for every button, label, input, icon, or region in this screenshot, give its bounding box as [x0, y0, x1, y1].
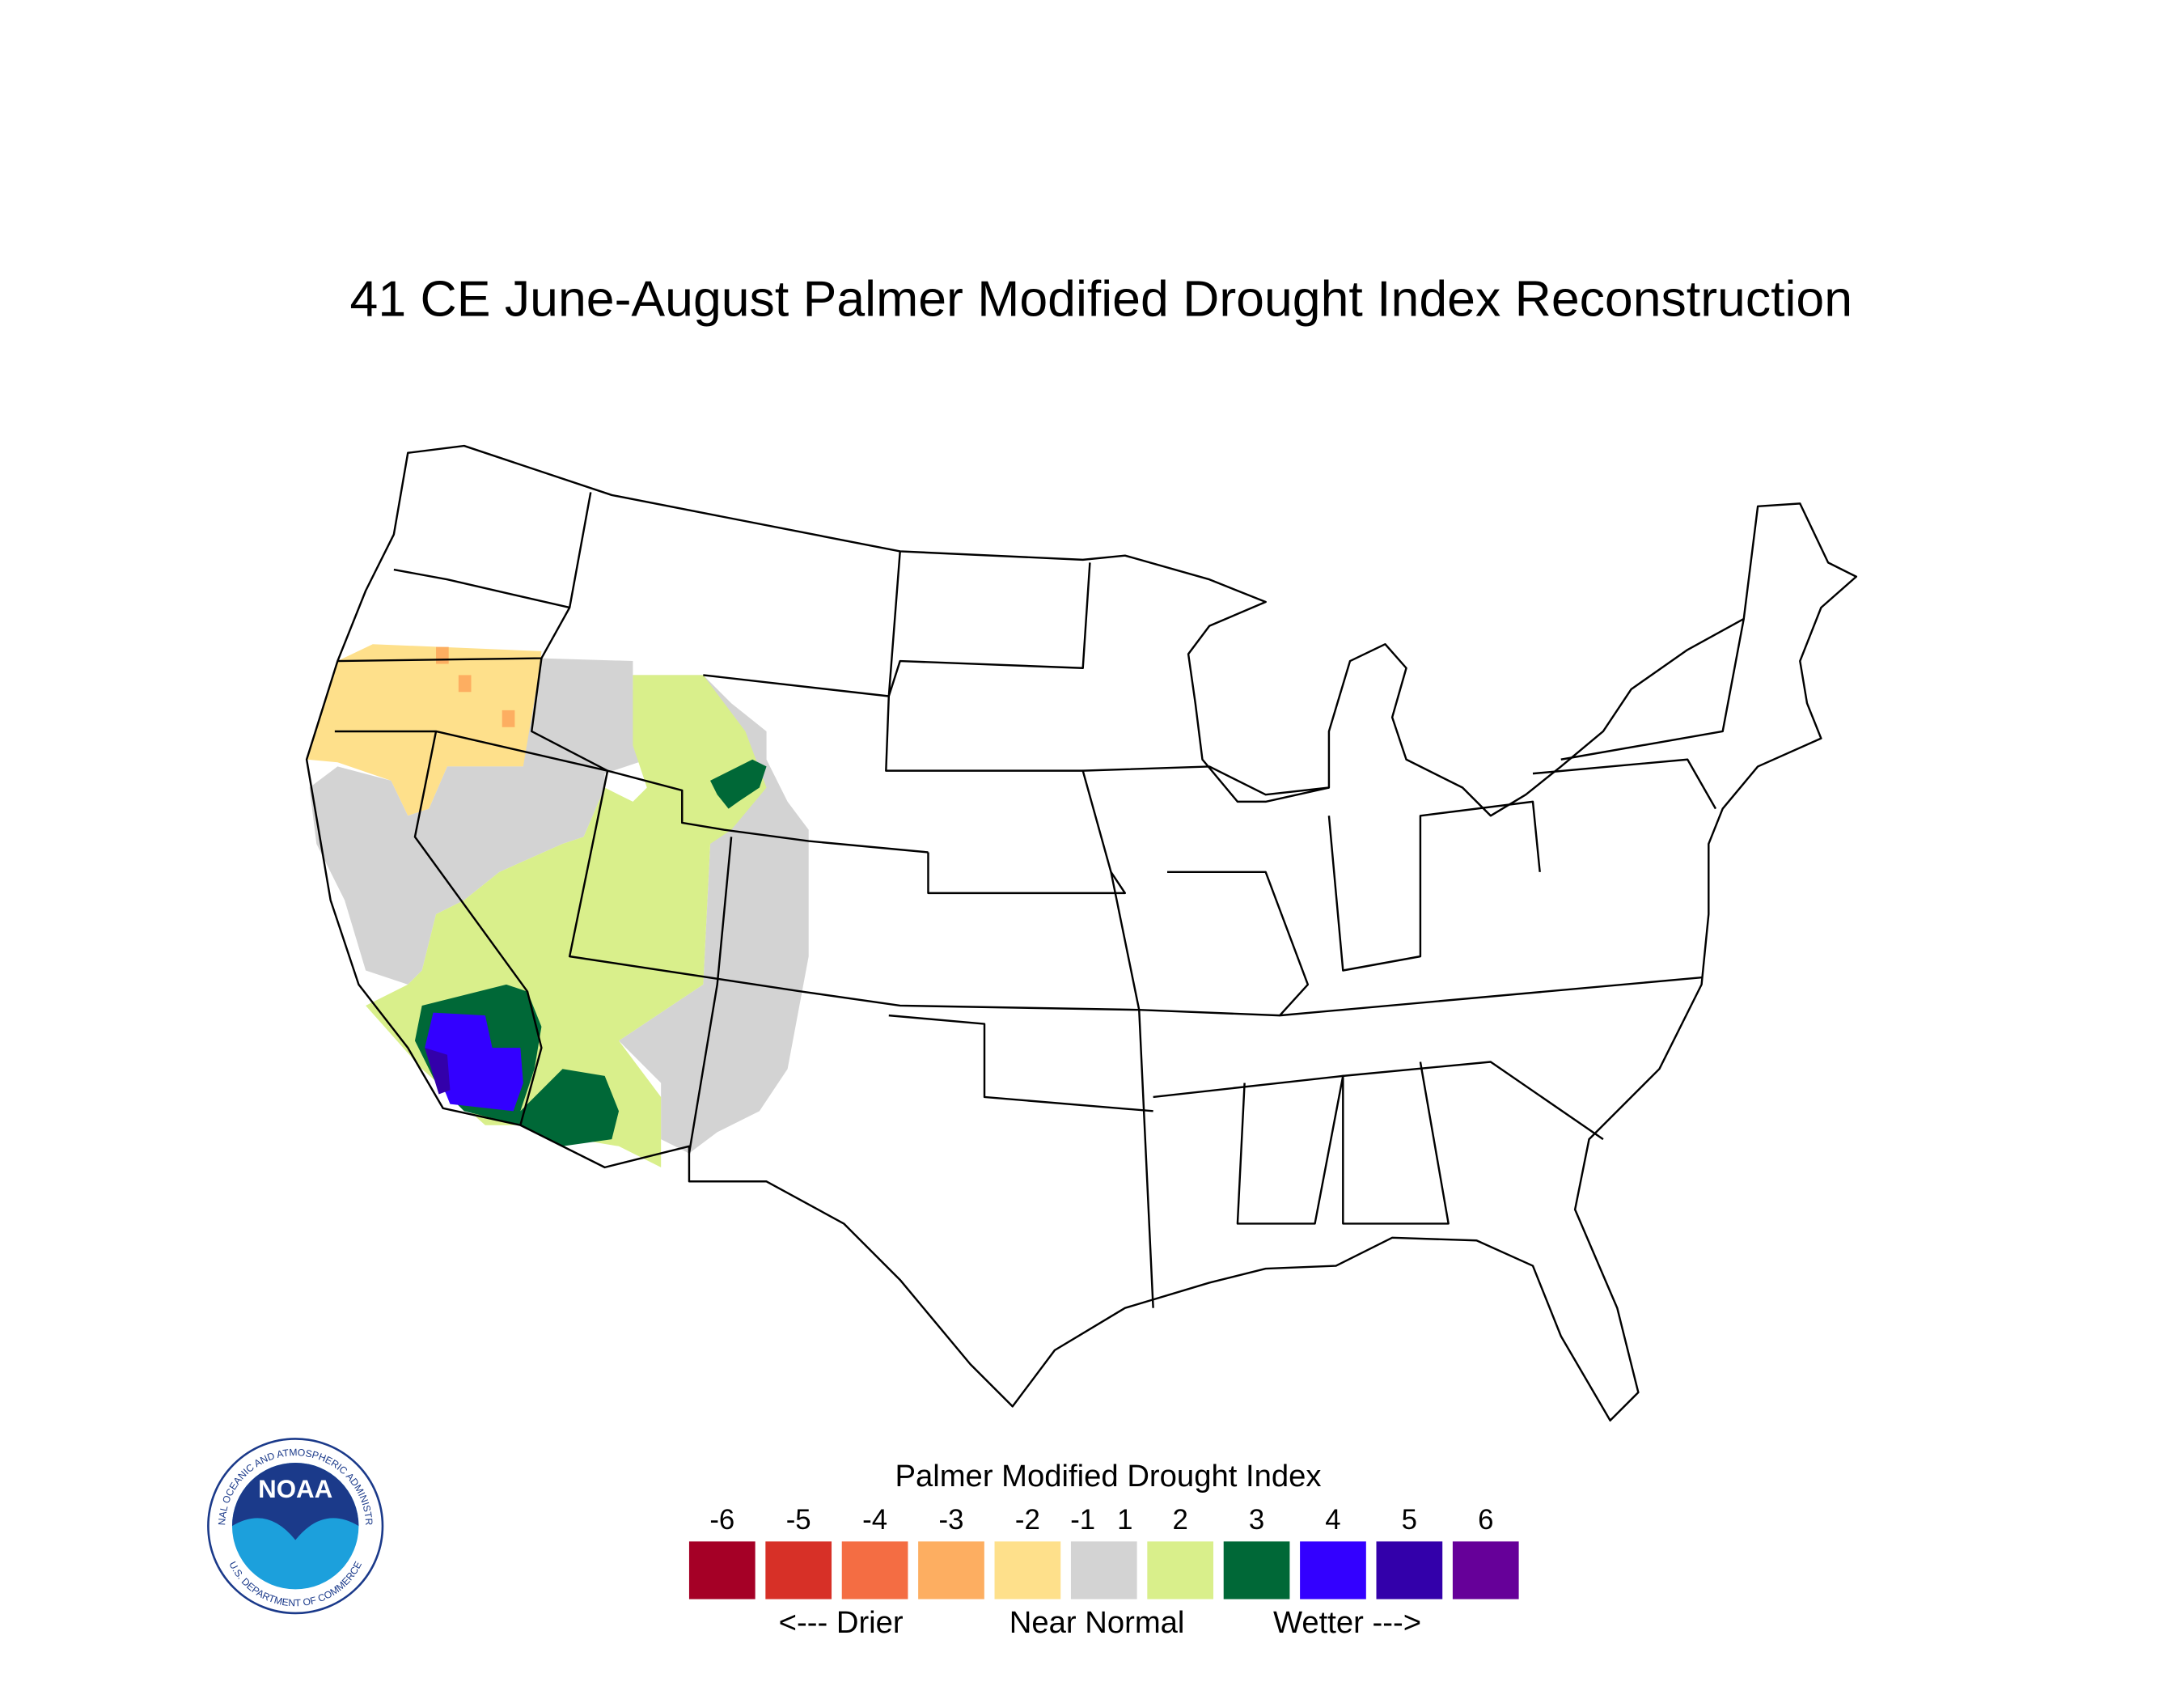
legend-tick-label: 6 — [1478, 1505, 1493, 1536]
legend-tick-label: 4 — [1325, 1505, 1340, 1536]
legend-swatch — [1376, 1541, 1443, 1599]
state-line — [927, 852, 1127, 895]
legend-caption: Wetter ---> — [1273, 1605, 1421, 1640]
legend-tick-label: -5 — [786, 1505, 811, 1536]
state-line — [334, 730, 929, 854]
state-line — [1082, 765, 1330, 796]
state-line — [1560, 618, 1745, 761]
legend: Palmer Modified Drought Index -6 -5 -4 -3 -2… — [688, 1459, 1519, 1640]
state-line — [688, 837, 733, 1154]
legend-tick-label: -2 — [1015, 1505, 1040, 1536]
state-line — [887, 551, 1091, 697]
cells-wet-utah — [710, 759, 767, 809]
legend-swatch — [1300, 1541, 1366, 1599]
cells-near-dry — [307, 644, 542, 816]
state-line — [393, 568, 570, 609]
legend-swatch — [841, 1541, 908, 1599]
legend-tick-label: -1 — [1070, 1505, 1095, 1536]
legend-tick-label: 2 — [1173, 1505, 1188, 1536]
state-line — [888, 1014, 1153, 1112]
legend-caption: <--- Drier — [779, 1605, 904, 1640]
logo-top — [231, 1462, 359, 1540]
title: 41 CE June-August Palmer Modified Drough… — [350, 270, 1852, 327]
legend-tick-label: -6 — [709, 1505, 734, 1536]
logo-text: NOAA — [258, 1475, 332, 1503]
state-line — [1236, 1061, 1450, 1225]
cell-dry — [458, 675, 472, 693]
us-outline — [305, 444, 1858, 1422]
legend-swatch — [765, 1541, 832, 1599]
state-line — [1532, 758, 1717, 810]
cells-extreme-wet — [425, 1048, 451, 1095]
cell-dry — [436, 646, 449, 664]
state-line — [531, 658, 1280, 1017]
legend-tick-label: -3 — [939, 1505, 964, 1536]
cell-dry — [502, 710, 515, 727]
legend-tick-label: -4 — [862, 1505, 887, 1536]
legend-swatch — [688, 1541, 756, 1599]
legend-swatch — [1452, 1541, 1519, 1599]
state-line — [1327, 800, 1541, 972]
legend-swatch — [1223, 1541, 1290, 1599]
state-line — [337, 492, 592, 663]
legend-title: Palmer Modified Drought Index — [895, 1459, 1321, 1494]
legend-swatch — [918, 1541, 984, 1599]
legend-caption: Near Normal — [1009, 1605, 1185, 1640]
legend-tick-label: 1 — [1117, 1505, 1132, 1536]
cells-normal-west — [309, 658, 647, 985]
state-line — [413, 731, 543, 1126]
state-line — [1167, 871, 1702, 1017]
legend-swatch — [1147, 1541, 1214, 1599]
legend-swatch — [1070, 1541, 1137, 1599]
legend-tick-label: 3 — [1249, 1505, 1264, 1536]
legend-swatch — [994, 1541, 1061, 1599]
legend-tick-label: 5 — [1402, 1505, 1417, 1536]
state-line — [1153, 1061, 1604, 1141]
shaded-cells — [307, 644, 809, 1167]
logo-ring-text: NATIONAL OCEANIC AND ATMOSPHERIC ADMINIS… — [0, 0, 375, 1526]
state-borders — [305, 444, 1858, 1422]
logo-ring-top: NATIONAL OCEANIC AND ATMOSPHERIC ADMINIS… — [0, 0, 375, 1526]
cells-normal-east — [619, 675, 809, 1154]
